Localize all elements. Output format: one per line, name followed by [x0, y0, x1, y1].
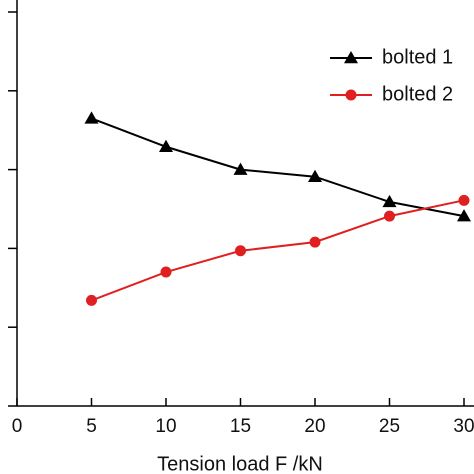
marker [458, 194, 470, 206]
series-line [91, 199, 465, 302]
marker [384, 210, 395, 222]
legend-marker [345, 89, 357, 101]
marker [457, 209, 471, 222]
marker [309, 236, 321, 248]
series-line [91, 117, 465, 218]
marker [233, 162, 248, 175]
marker [86, 294, 97, 306]
x-axis-title: Tension load F /kN [157, 453, 323, 474]
marker [308, 169, 322, 182]
marker [382, 194, 397, 208]
x-tick-label: 25 [379, 416, 400, 437]
x-tick-label: 15 [230, 416, 251, 437]
marker [84, 111, 99, 124]
legend-marker [344, 51, 358, 64]
x-tick-label: 10 [155, 416, 176, 437]
x-tick-label: 0 [12, 416, 23, 437]
legend-label: bolted 2 [382, 83, 453, 105]
x-tick-label: 5 [86, 416, 97, 437]
x-tick-label: 20 [304, 416, 325, 437]
marker [160, 266, 172, 278]
legend-label: bolted 1 [382, 46, 453, 68]
marker [159, 139, 173, 152]
marker [235, 245, 246, 257]
x-tick-label: 30 [453, 416, 474, 437]
